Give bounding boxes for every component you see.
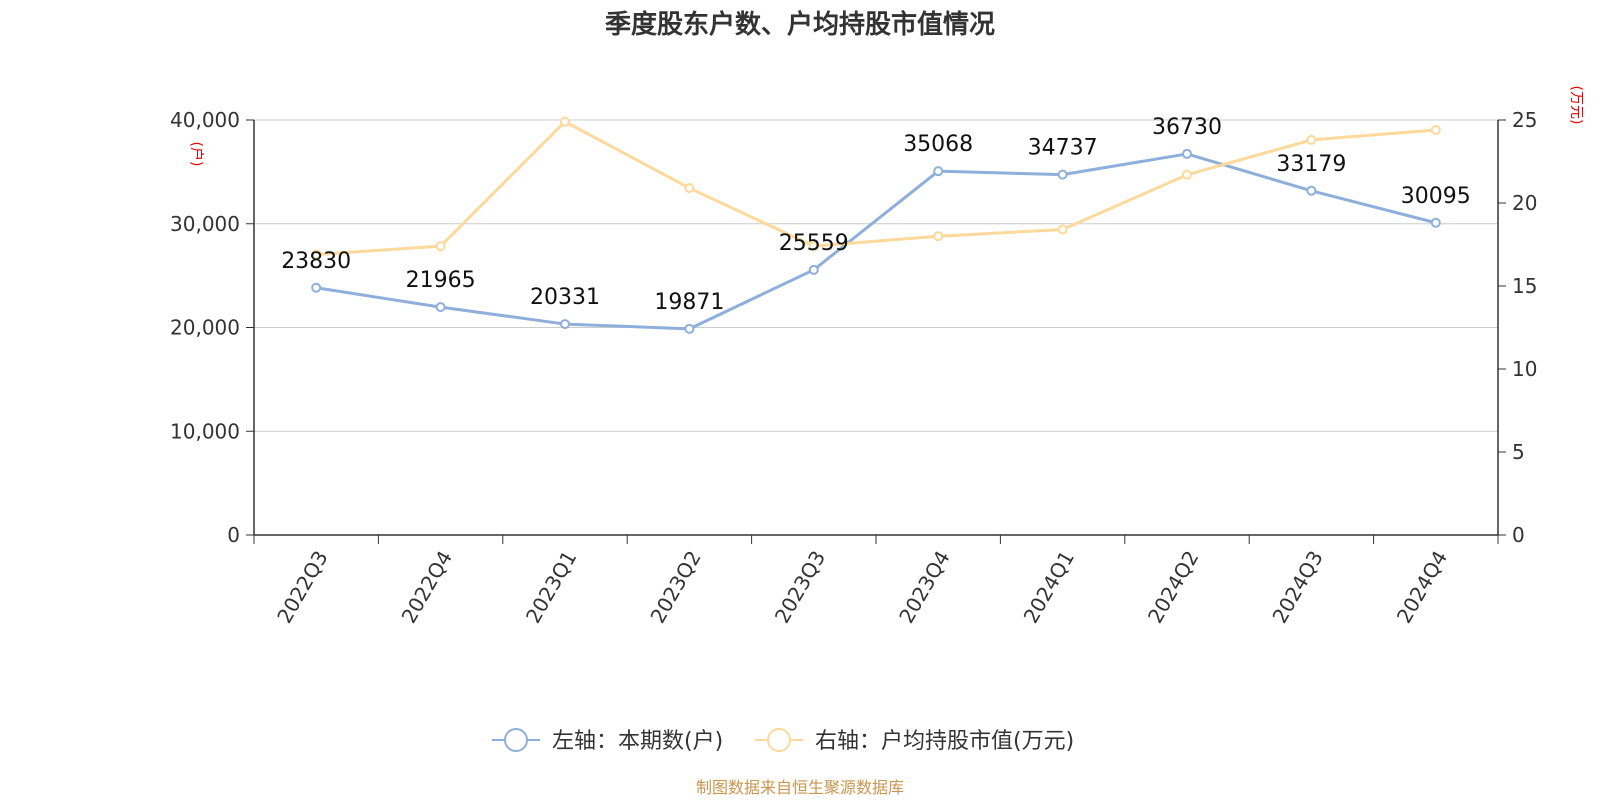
x-axis-tick-label: 2023Q4 — [894, 547, 954, 628]
data-label: 30095 — [1401, 184, 1471, 209]
data-label: 34737 — [1028, 136, 1098, 161]
left-axis-tick-label: 40,000 — [170, 108, 240, 132]
left-axis-tick-label: 30,000 — [170, 212, 240, 236]
data-point — [1430, 217, 1441, 228]
data-point — [808, 241, 819, 252]
data-point — [1182, 148, 1192, 159]
legend-circle-icon — [504, 728, 528, 752]
data-point — [311, 249, 322, 260]
data-label: 35068 — [903, 132, 973, 157]
data-point — [933, 231, 944, 242]
x-axis-tick-label: 2024Q3 — [1267, 547, 1327, 628]
x-axis-tick-label: 2023Q3 — [770, 547, 830, 628]
x-axis-tick-label: 2024Q4 — [1392, 547, 1452, 628]
data-label: 23830 — [281, 249, 351, 274]
data-label: 25559 — [779, 231, 849, 256]
data-point — [684, 323, 695, 334]
legend-label-avg-holding-value: 右轴：户均持股市值(万元) — [815, 729, 1074, 754]
data-point — [435, 302, 446, 313]
data-label: 21965 — [406, 268, 476, 293]
series-line-avg-holding-value — [316, 120, 1436, 256]
data-point — [560, 116, 570, 127]
axes: 0 10,000 20,000 30,000 40,000 0 5 10 15 20 25 2022Q… — [170, 108, 1537, 627]
data-point — [560, 319, 570, 330]
x-axis-tick-label: 2022Q3 — [272, 547, 332, 628]
data-point — [435, 241, 446, 252]
data-point — [1306, 134, 1317, 145]
data-point — [933, 166, 944, 177]
chart-title: 季度股东户数、户均持股市值情况 — [605, 9, 995, 40]
data-point — [684, 183, 695, 194]
left-axis-unit: (户) — [188, 142, 205, 167]
right-axis-tick-label: 10 — [1512, 357, 1537, 381]
x-axis-tick-label: 2023Q2 — [645, 547, 705, 628]
data-label: 33179 — [1276, 152, 1346, 177]
data-point — [808, 264, 819, 275]
right-axis-tick-label: 20 — [1512, 191, 1537, 215]
x-axis-tick-label: 2022Q4 — [397, 547, 457, 628]
data-labels: 23830 21965 20331 19871 25559 35068 34737 36730… — [281, 115, 1471, 315]
data-label: 19871 — [654, 290, 724, 315]
data-point — [1057, 224, 1068, 235]
legend-item-avg-holding-value[interactable]: 右轴：户均持股市值(万元) — [755, 728, 1074, 754]
left-axis-tick-label: 10,000 — [170, 419, 240, 443]
data-source-note: 制图数据来自恒生聚源数据库 — [696, 778, 904, 797]
left-axis-tick-label: 20,000 — [170, 316, 240, 340]
x-axis-tick-label: 2024Q2 — [1143, 547, 1203, 628]
x-axis-tick-label: 2023Q1 — [521, 547, 581, 628]
right-axis-tick-label: 0 — [1512, 523, 1525, 547]
series-line-household-count — [315, 152, 1437, 331]
legend[interactable]: 左轴：本期数(户) 右轴：户均持股市值(万元) — [492, 728, 1074, 754]
legend-circle-icon — [767, 728, 791, 752]
data-point — [1430, 124, 1441, 135]
right-axis-tick-label: 15 — [1512, 274, 1537, 298]
left-axis-tick-label: 0 — [227, 523, 240, 547]
data-label: 20331 — [530, 285, 600, 310]
data-point — [1182, 169, 1192, 180]
data-point — [311, 282, 322, 293]
right-axis-tick-label: 5 — [1512, 440, 1525, 464]
x-axis-tick-label: 2024Q1 — [1019, 547, 1079, 628]
data-point — [1306, 185, 1317, 196]
legend-item-household-count[interactable]: 左轴：本期数(户) — [492, 728, 723, 754]
right-axis-unit: (万元) — [1568, 86, 1584, 125]
legend-label-household-count: 左轴：本期数(户) — [552, 729, 723, 754]
data-label: 36730 — [1152, 115, 1222, 140]
right-axis-tick-label: 25 — [1512, 108, 1537, 132]
data-point — [1057, 169, 1068, 180]
series-lines — [311, 116, 1441, 334]
